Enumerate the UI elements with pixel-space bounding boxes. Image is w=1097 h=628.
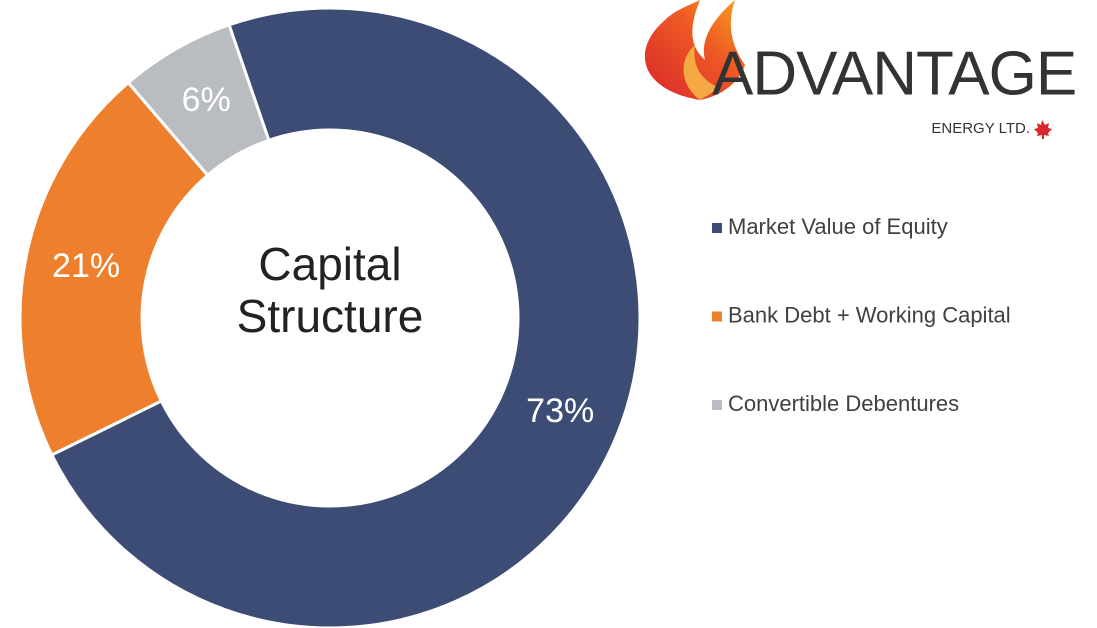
center-title: Capital Structure — [236, 238, 424, 342]
data-label: 6% — [182, 81, 231, 119]
legend-label: Convertible Debentures — [728, 391, 959, 416]
logo-subtitle: ENERGY LTD. — [931, 120, 1030, 137]
legend-label: Market Value of Equity — [728, 214, 948, 239]
legend-swatch — [712, 223, 722, 233]
legend-swatch — [712, 400, 722, 410]
data-label: 21% — [52, 247, 120, 285]
legend-label: Bank Debt + Working Capital — [728, 302, 1011, 327]
donut-slice — [49, 6, 642, 628]
logo-flame — [644, 0, 745, 100]
logo-name: ADVANTAGE — [712, 39, 1076, 108]
legend-swatch — [712, 311, 722, 322]
data-label: 73% — [526, 392, 594, 430]
donut-slice — [18, 80, 210, 457]
maple-leaf — [1034, 120, 1052, 139]
donut-slice — [126, 22, 271, 178]
